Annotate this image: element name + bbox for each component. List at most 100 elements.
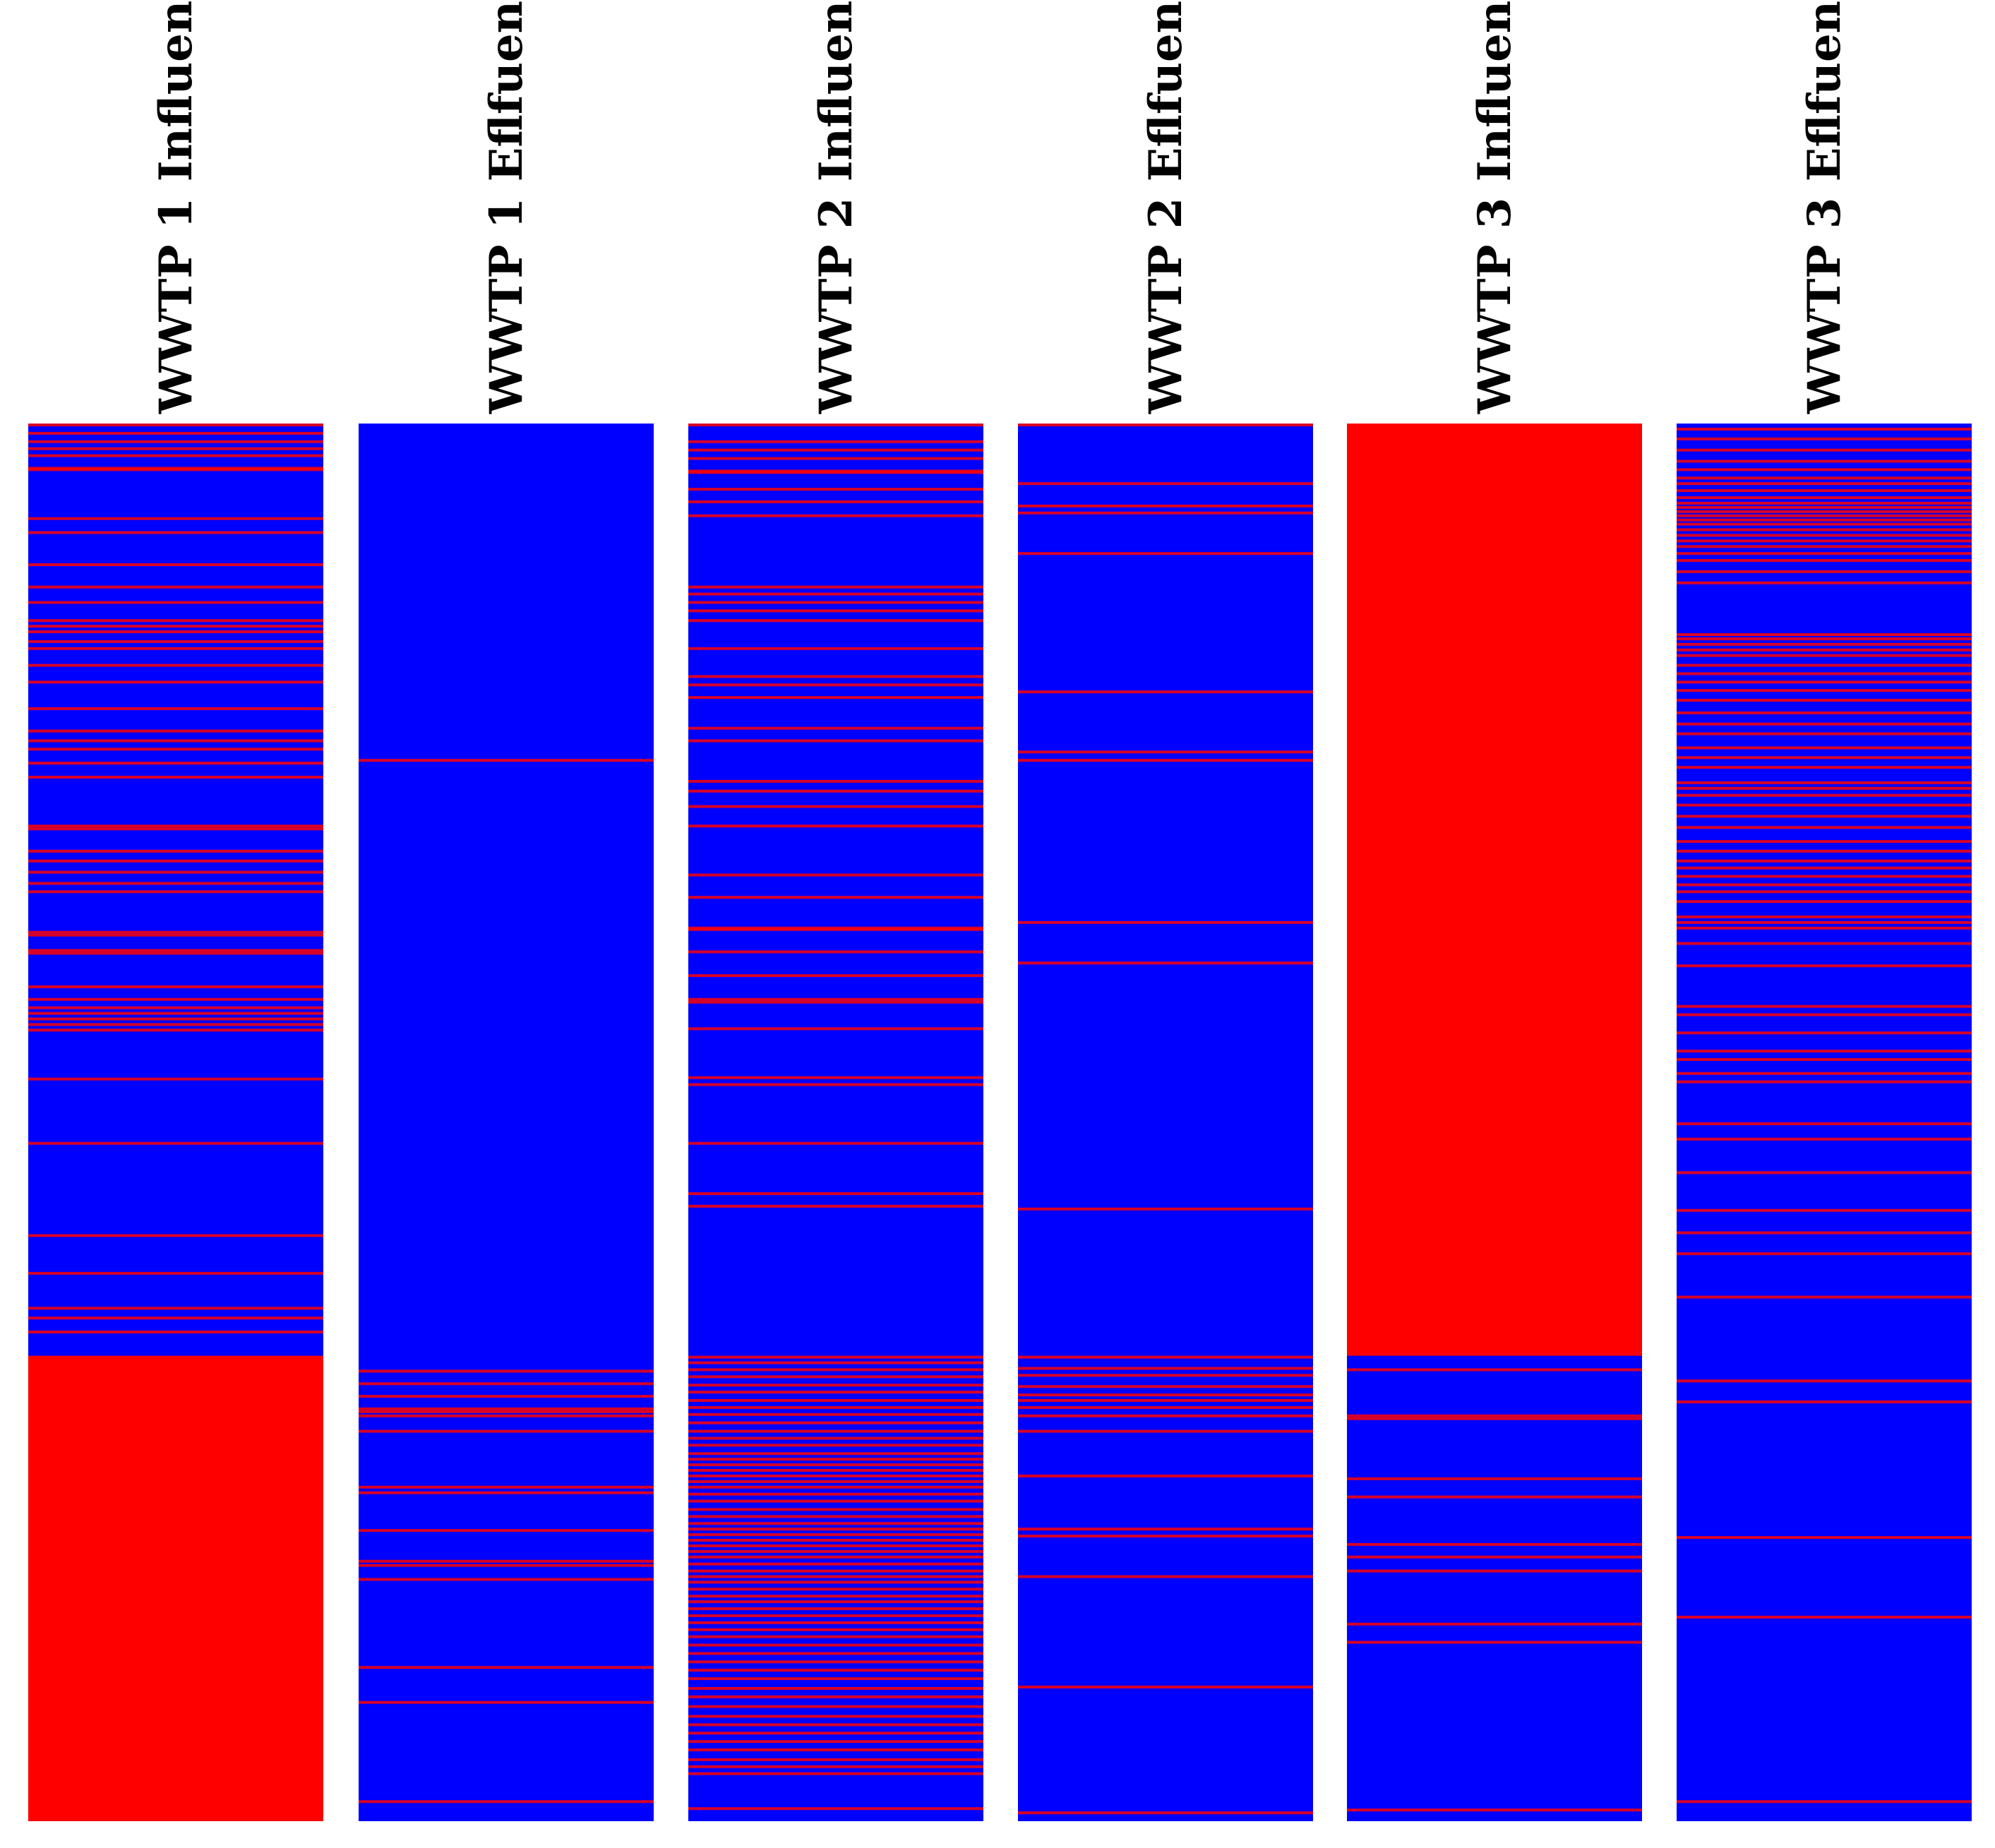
column-3-present-line — [688, 1758, 983, 1761]
column-4-present-line — [1018, 1414, 1313, 1417]
column-2-present-line — [359, 1369, 654, 1373]
column-3-present-line — [688, 928, 983, 931]
column-1-present-line — [28, 748, 323, 751]
column-6-present-line — [1677, 920, 1972, 924]
column-6-present-line — [1677, 711, 1972, 714]
column-3-present-line — [688, 974, 983, 978]
column-6-present-line — [1677, 637, 1972, 640]
column-1-present-block-1 — [28, 1355, 323, 1821]
column-4-present-line — [1018, 1405, 1313, 1409]
column-3-present-line — [688, 950, 983, 954]
column-3-present-line — [688, 1469, 983, 1472]
column-3-present-line — [688, 1480, 983, 1483]
column-6-present-line — [1677, 1004, 1972, 1008]
column-3-present-line — [688, 514, 983, 517]
column-2 — [359, 424, 654, 1821]
column-1-present-line — [28, 447, 323, 450]
column-6-present-line — [1677, 875, 1972, 878]
column-4-present-line — [1018, 424, 1313, 426]
column-6-present-line — [1677, 964, 1972, 968]
column-3-present-line — [688, 726, 983, 730]
column-3-present-line — [688, 1677, 983, 1681]
column-1-present-line — [28, 1006, 323, 1009]
column-6-present-line — [1677, 505, 1972, 509]
column-3-present-line — [688, 1361, 983, 1364]
column-1-present-line — [28, 664, 323, 667]
column-1-present-line — [28, 1316, 323, 1320]
column-1-present-line — [28, 647, 323, 650]
column-6-present-line — [1677, 522, 1972, 526]
column-3-present-line — [688, 440, 983, 443]
column-1-present-line — [28, 1331, 323, 1334]
column-2-present-line — [359, 1700, 654, 1704]
column-1 — [28, 424, 323, 1821]
column-2-present-line — [359, 1382, 654, 1386]
column-1-present-line — [28, 729, 323, 733]
column-1-present-line — [28, 933, 323, 937]
column-3-present-line — [688, 1492, 983, 1496]
column-4 — [1018, 424, 1313, 1821]
column-1-present-line — [28, 454, 323, 457]
column-3-present-line — [688, 1076, 983, 1079]
column-1-present-line — [28, 859, 323, 863]
column-3-present-line — [688, 1499, 983, 1503]
column-5-present-line — [1347, 1555, 1642, 1559]
column-1-present-line — [28, 468, 323, 472]
column-3-present-line — [688, 1595, 983, 1598]
column-3-present-line — [688, 1772, 983, 1775]
column-4-present-line — [1018, 1367, 1313, 1370]
column-1-present-line — [28, 1234, 323, 1237]
column-3-present-line — [688, 1660, 983, 1664]
column-5-present-line — [1347, 1495, 1642, 1499]
column-6-present-line — [1677, 786, 1972, 790]
column-6-present-line — [1677, 1252, 1972, 1256]
column-6-present-line — [1677, 534, 1972, 537]
column-1-present-line — [28, 890, 323, 894]
column-3-present-line — [688, 1485, 983, 1489]
column-6-present-line — [1677, 900, 1972, 904]
column-6-present-line — [1677, 915, 1972, 918]
column-3-present-line — [688, 1643, 983, 1647]
column-6-present-line — [1677, 890, 1972, 894]
column-4-present-line — [1018, 511, 1313, 515]
column-label: WWTP 2 Eflfuent — [1139, 0, 1192, 414]
column-3-present-line — [688, 739, 983, 743]
column-6-present-line — [1677, 926, 1972, 930]
column-3-present-line — [688, 1614, 983, 1617]
column-1-present-line — [28, 1023, 323, 1026]
column-label: WWTP 1 Influent — [150, 0, 203, 414]
column-1-present-line — [28, 1017, 323, 1021]
column-1-present-line — [28, 531, 323, 534]
column-3 — [688, 424, 983, 1821]
column-2-background — [359, 424, 654, 1821]
column-5-present-line — [1347, 1414, 1642, 1417]
column-6-present-line — [1677, 849, 1972, 853]
column-1-present-line — [28, 619, 323, 623]
column-3-present-line — [688, 1399, 983, 1403]
column-6-present-line — [1677, 1137, 1972, 1141]
column-1-present-line — [28, 775, 323, 779]
column-3-present-line — [688, 1549, 983, 1553]
column-3-present-line — [688, 1421, 983, 1424]
column-4-present-line — [1018, 1685, 1313, 1688]
column-1-present-line — [28, 1077, 323, 1081]
column-3-present-line — [688, 1715, 983, 1718]
column-2-present-line — [359, 1407, 654, 1410]
column-6-present-line — [1677, 518, 1972, 522]
column-3-present-line — [688, 1192, 983, 1195]
column-6-present-line — [1677, 427, 1972, 431]
column-1-present-line — [28, 630, 323, 634]
column-1-present-line — [28, 1271, 323, 1275]
column-3-present-line — [688, 1539, 983, 1542]
column-6-present-line — [1677, 859, 1972, 863]
column-3-present-line — [688, 1580, 983, 1584]
column-2-present-line — [359, 1578, 654, 1581]
column-2-present-line — [359, 1666, 654, 1669]
column-2-present-line — [359, 1395, 654, 1398]
column-6-present-line — [1677, 570, 1972, 573]
column-6-present-line — [1677, 642, 1972, 646]
column-1-present-line — [28, 680, 323, 684]
column-1-present-line — [28, 952, 323, 955]
column-5-present-line — [1347, 1808, 1642, 1812]
